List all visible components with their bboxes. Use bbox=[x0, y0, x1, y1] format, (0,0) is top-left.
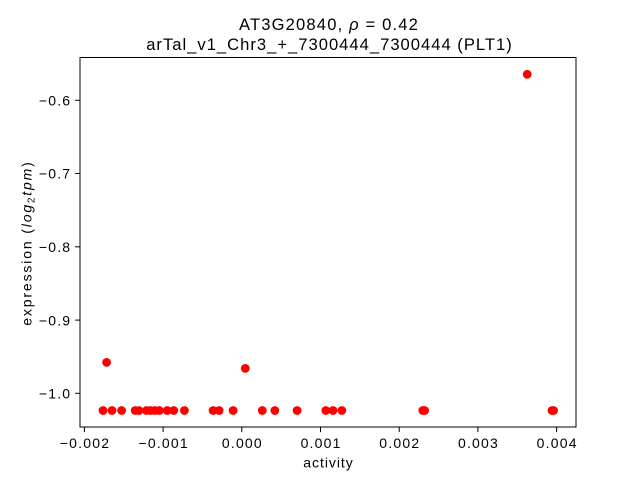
svg-text:−0.9: −0.9 bbox=[39, 312, 71, 328]
svg-text:−0.7: −0.7 bbox=[39, 166, 71, 182]
svg-text:0.000: 0.000 bbox=[222, 435, 263, 451]
svg-text:0.004: 0.004 bbox=[537, 435, 578, 451]
svg-text:−0.6: −0.6 bbox=[39, 93, 71, 109]
svg-text:0.001: 0.001 bbox=[301, 435, 342, 451]
svg-text:−0.002: −0.002 bbox=[60, 435, 110, 451]
svg-text:−1.0: −1.0 bbox=[39, 386, 71, 402]
svg-text:0.002: 0.002 bbox=[379, 435, 420, 451]
svg-text:arTal_v1_Chr3_+_7300444_730044: arTal_v1_Chr3_+_7300444_7300444 (PLT1) bbox=[146, 35, 513, 54]
svg-text:−0.8: −0.8 bbox=[39, 239, 71, 255]
svg-text:0.003: 0.003 bbox=[458, 435, 499, 451]
svg-text:−0.001: −0.001 bbox=[138, 435, 188, 451]
svg-text:activity: activity bbox=[303, 454, 353, 470]
svg-text:AT3G20840, ρ = 0.42: AT3G20840, ρ = 0.42 bbox=[239, 15, 419, 34]
